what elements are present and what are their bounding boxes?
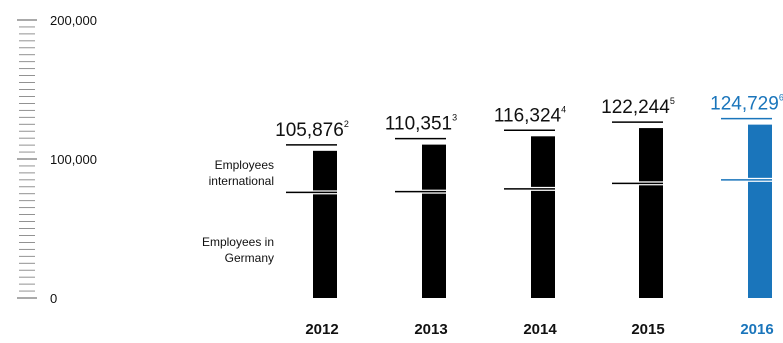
- total-value-label: 105,8762: [275, 119, 349, 141]
- bar-germany-2012: [313, 194, 337, 298]
- year-label-2014: 2014: [523, 321, 557, 338]
- bar-group-2015: 122,2445 2015: [601, 96, 675, 338]
- total-value-label: 116,3244: [494, 104, 566, 126]
- bar-germany-2016: [748, 181, 772, 298]
- bar-group-2013: 110,3513 2013: [385, 113, 457, 338]
- bars: 105,8762 2012 110,3513 2013 116,3244 2014 122,…: [275, 93, 783, 338]
- y-tick-label: 0: [50, 291, 57, 306]
- segment-label-germany-line2: Germany: [225, 251, 274, 265]
- bar-group-2012: 105,8762 2012: [275, 119, 349, 338]
- y-tick-label: 200,000: [50, 13, 97, 28]
- bar-germany-2013: [422, 193, 446, 298]
- segment-label-international: Employees international: [209, 158, 274, 188]
- segment-label-international-line1: Employees: [215, 158, 274, 172]
- bar-group-2016: 124,7296 2016: [710, 93, 783, 338]
- year-label-2015: 2015: [631, 321, 664, 338]
- bar-international-2014: [531, 136, 555, 187]
- bar-germany-2015: [639, 185, 663, 298]
- year-label-2016: 2016: [740, 321, 773, 338]
- total-value-label: 110,3513: [385, 113, 457, 135]
- bar-germany-2014: [531, 190, 555, 298]
- y-axis: 200,000 100,000 0: [17, 13, 97, 306]
- year-label-2013: 2013: [414, 321, 447, 338]
- segment-label-germany-line1: Employees in: [202, 235, 274, 249]
- segment-label-germany: Employees in Germany: [202, 235, 274, 265]
- y-tick-label: 100,000: [50, 152, 97, 167]
- bar-international-2012: [313, 150, 337, 191]
- bar-international-2015: [639, 128, 663, 182]
- year-label-2012: 2012: [305, 321, 338, 338]
- bar-international-2016: [748, 124, 772, 178]
- bar-international-2013: [422, 144, 446, 190]
- bar-group-2014: 116,3244 2014: [494, 104, 566, 338]
- total-value-label: 124,7296: [710, 93, 783, 115]
- total-value-label: 122,2445: [601, 96, 675, 118]
- segment-label-international-line2: international: [209, 174, 274, 188]
